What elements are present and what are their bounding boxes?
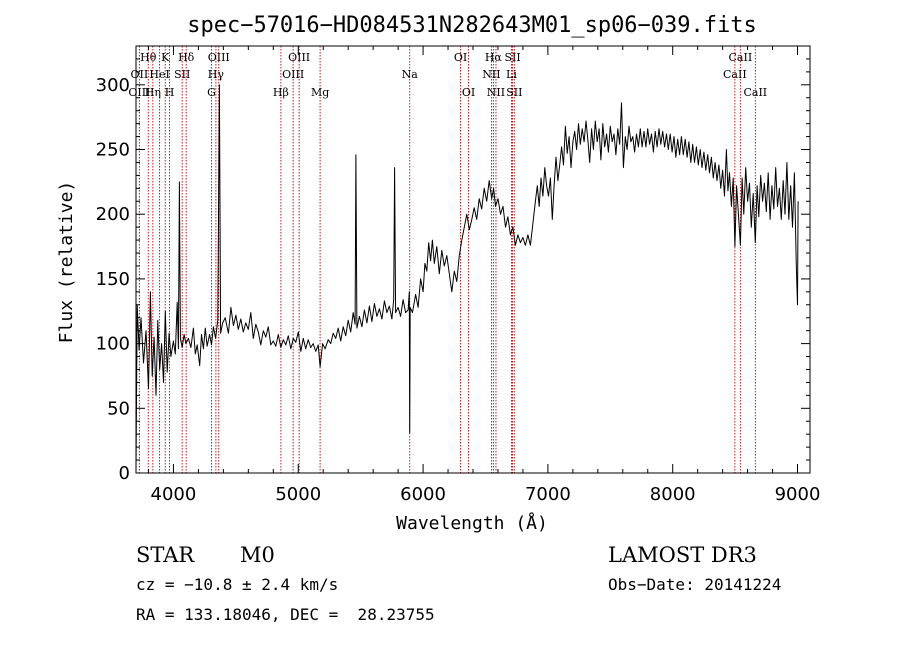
y-axis: 0 50 100 150 200 250 300	[96, 58, 810, 484]
x-tick-label: 8000	[650, 484, 696, 505]
x-tick-label: 6000	[400, 484, 446, 505]
spectral-line-labels: Hθ OII OIII K HeI Hη Hδ SII H OIII Hγ G OIII OIII Hβ Mg…	[128, 51, 767, 99]
spectral-line-label: G	[207, 86, 216, 99]
spectral-line-label: SII	[506, 86, 522, 99]
spectral-line-label: CaII	[723, 68, 747, 81]
y-tick-label: 100	[96, 334, 130, 355]
spectral-line-label: OIII	[128, 86, 150, 99]
y-tick-label: 250	[96, 140, 130, 161]
spectral-line-label: OIII	[288, 51, 310, 64]
object-subclass: M0	[240, 543, 275, 567]
spectral-line-label: CaII	[729, 51, 753, 64]
spectral-line-label: SII	[504, 51, 520, 64]
x-tick-label: 9000	[775, 484, 821, 505]
y-tick-label: 50	[107, 398, 130, 419]
spectral-line-label: OII	[131, 68, 149, 81]
x-tick-label: 7000	[525, 484, 571, 505]
coordinates: RA = 133.18046, DEC = 28.23755	[136, 605, 435, 624]
spectral-line-label: SII	[174, 68, 190, 81]
spectral-line-label: HeI	[149, 68, 169, 81]
spectral-line-label: Hη	[145, 86, 161, 99]
spectral-line-label: Na	[402, 68, 419, 81]
spectral-line-label: NII	[482, 68, 500, 81]
spectral-line-label: Li	[506, 68, 517, 81]
chart-title: spec−57016−HD084531N282643M01_sp06−039.f…	[187, 13, 757, 38]
redshift-info: cz = −10.8 ± 2.4 km/s	[136, 575, 338, 594]
spectrum-line	[135, 84, 799, 471]
spectral-line-label: H	[165, 86, 175, 99]
x-axis-label: Wavelength (Å)	[396, 512, 548, 534]
y-tick-label: 150	[96, 269, 130, 290]
spectral-line-label: OI	[454, 51, 467, 64]
spectral-line-label: Mg	[311, 86, 329, 99]
spectral-line-label: Hδ	[178, 51, 195, 64]
spectral-line-label: NII	[487, 86, 505, 99]
spectral-line-label: OIII	[208, 51, 230, 64]
survey-name: LAMOST DR3	[608, 543, 757, 567]
spectral-line-label: K	[161, 51, 170, 64]
x-tick-label: 4000	[151, 484, 197, 505]
spectral-line-label: Hβ	[273, 86, 289, 99]
object-type: STAR	[136, 543, 195, 567]
spectral-line-label: OIII	[282, 68, 304, 81]
spectral-line-label: OI	[462, 86, 475, 99]
x-tick-label: 5000	[275, 484, 321, 505]
spectral-line-label: Hγ	[208, 68, 225, 81]
y-axis-label: Flux (relative)	[56, 181, 77, 344]
y-tick-label: 300	[96, 75, 130, 96]
spectral-line-label: Hθ	[140, 51, 157, 64]
y-tick-label: 200	[96, 204, 130, 225]
x-axis: 4000 5000 6000 7000 8000 9000	[147, 46, 821, 505]
spectral-line-label: CaII	[743, 86, 767, 99]
spectral-line-label: Hα	[485, 51, 503, 64]
spectrum-series	[135, 84, 799, 471]
y-tick-label: 0	[119, 463, 130, 484]
observation-date: Obs−Date: 20141224	[608, 575, 781, 594]
spectral-line-markers	[138, 46, 756, 473]
plot-frame	[135, 45, 811, 474]
